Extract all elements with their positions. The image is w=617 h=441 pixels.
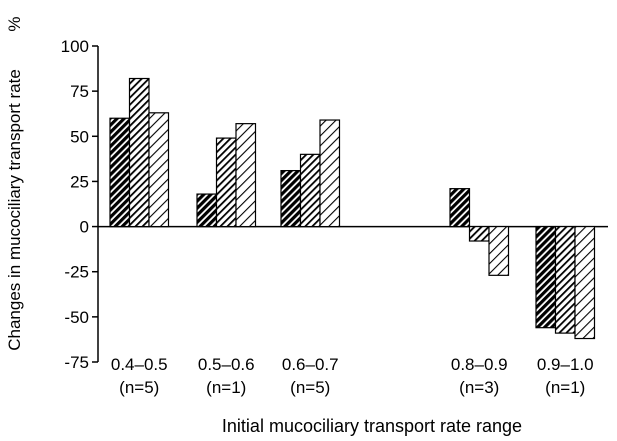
category-count-label: (n=5) bbox=[119, 378, 159, 397]
category-count-label: (n=1) bbox=[206, 378, 246, 397]
bar bbox=[196, 193, 218, 228]
bar bbox=[128, 77, 150, 228]
bar bbox=[109, 117, 131, 228]
bar bbox=[554, 225, 576, 334]
category-label: 0.9–1.0 bbox=[537, 355, 594, 374]
bar bbox=[280, 169, 302, 228]
bar bbox=[148, 112, 170, 228]
category-label: 0.4–0.5 bbox=[111, 355, 168, 374]
y-tick-label: 50 bbox=[70, 127, 89, 146]
plot-area: 100 75 50 25 0 -25 -50 -75 0.4–0.5 (n=5) 0.5–0.6 (n… bbox=[61, 37, 608, 397]
bar bbox=[449, 188, 471, 228]
y-tick-label: -75 bbox=[64, 353, 89, 372]
bar bbox=[488, 225, 510, 276]
category-count-label: (n=5) bbox=[290, 378, 330, 397]
bar bbox=[235, 123, 257, 228]
y-tick-label: 25 bbox=[70, 172, 89, 191]
category-label: 0.6–0.7 bbox=[282, 355, 339, 374]
y-tick-label: -50 bbox=[64, 308, 89, 327]
y-tick-label: 100 bbox=[61, 37, 89, 56]
bar bbox=[215, 137, 237, 228]
category-label: 0.5–0.6 bbox=[198, 355, 255, 374]
bar bbox=[468, 225, 490, 242]
category-count-label: (n=1) bbox=[545, 378, 585, 397]
bar bbox=[535, 225, 557, 329]
x-axis-title: Initial mucociliary transport rate range bbox=[222, 416, 522, 436]
bar bbox=[574, 225, 596, 340]
bar bbox=[319, 119, 341, 228]
bar bbox=[299, 153, 321, 228]
y-tick-label: -25 bbox=[64, 263, 89, 282]
y-tick-label: 0 bbox=[80, 218, 89, 237]
category-count-label: (n=3) bbox=[459, 378, 499, 397]
y-axis-unit: % bbox=[5, 16, 24, 31]
category-label: 0.8–0.9 bbox=[451, 355, 508, 374]
y-tick-label: 75 bbox=[70, 82, 89, 101]
y-axis-title: Changes in mucociliary transport rate bbox=[5, 69, 24, 351]
